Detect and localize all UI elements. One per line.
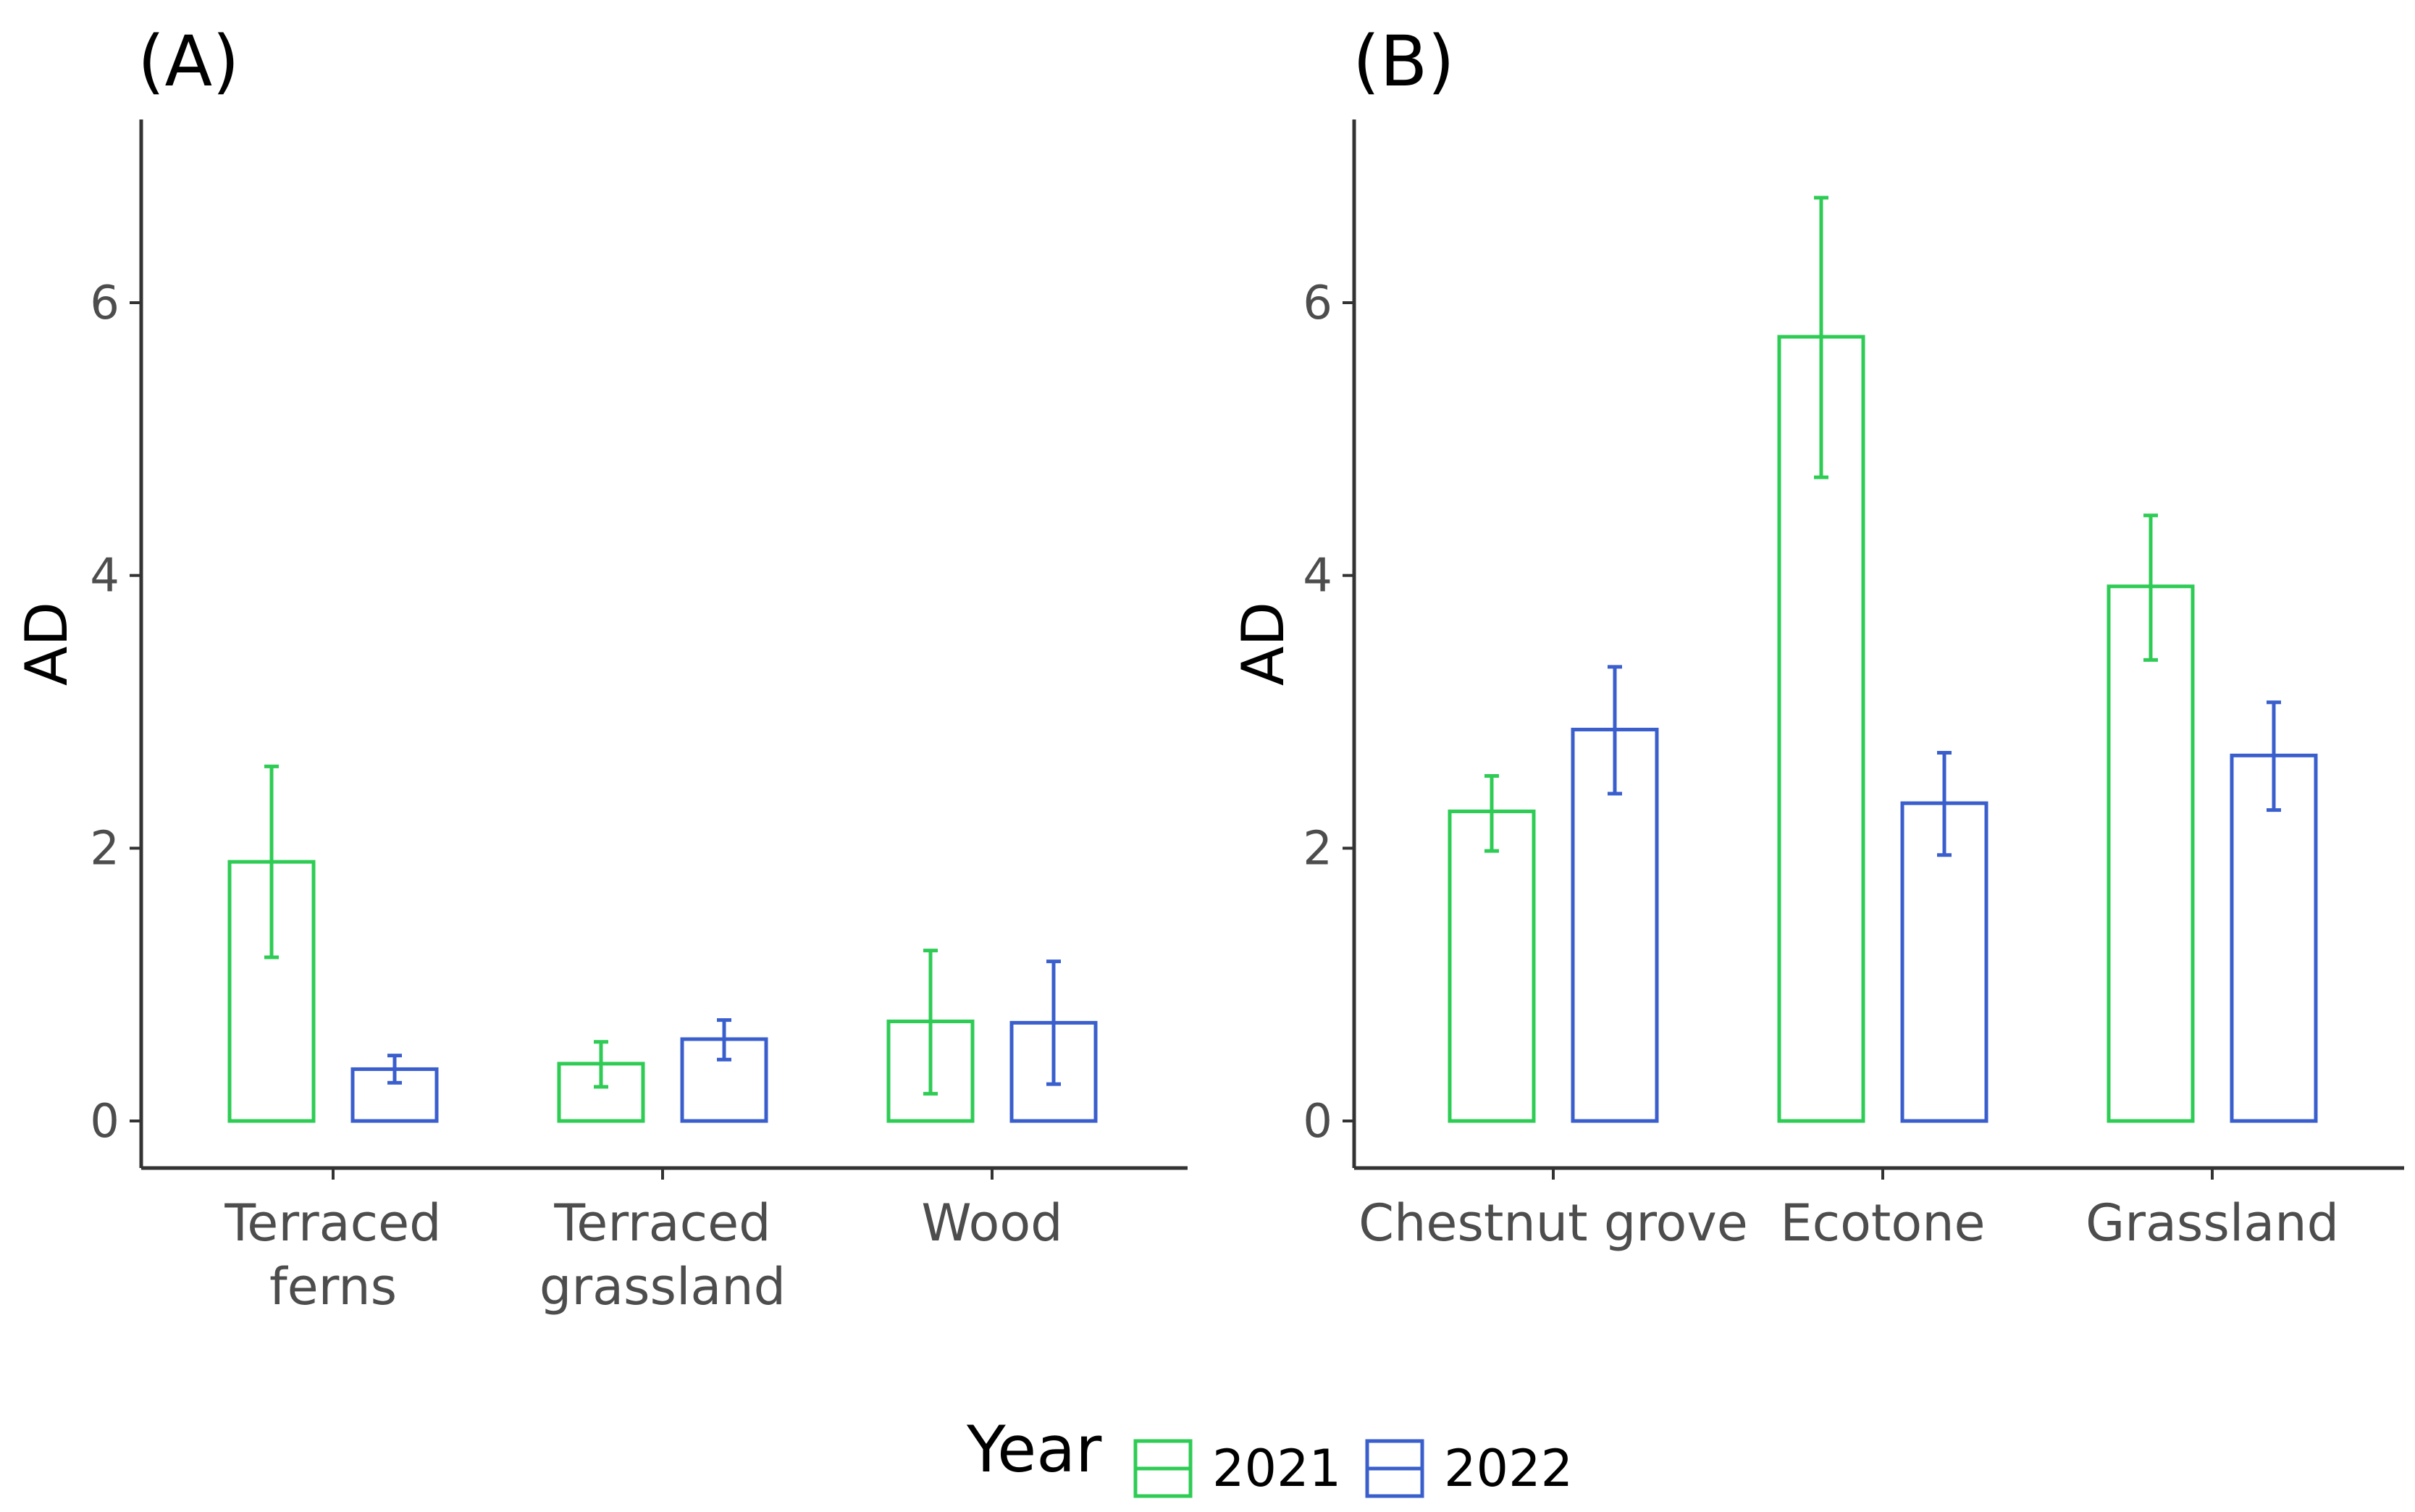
x-tick-label-line: Ecotone (1780, 1193, 1985, 1253)
x-tick-label: Chestnut grove (1358, 1193, 1748, 1253)
x-tick-label-line: Terraced (553, 1193, 770, 1253)
y-tick-label: 4 (90, 550, 119, 603)
bar-2021 (1448, 809, 1536, 1123)
y-tick-label: 0 (1303, 1095, 1332, 1148)
x-tick-label: Ecotone (1780, 1193, 1985, 1253)
y-tick-label: 6 (90, 277, 119, 330)
x-tick-label: Grassland (2086, 1193, 2339, 1253)
panel-label: (A) (138, 21, 240, 102)
y-tick-label: 2 (1303, 822, 1332, 875)
y-axis-label: AD (1230, 602, 1297, 686)
y-axis-label: AD (13, 602, 80, 686)
panel-label: (B) (1353, 21, 1455, 102)
y-tick-label: 4 (1303, 550, 1332, 603)
x-tick-label-line: Terraced (224, 1193, 441, 1253)
x-tick-label: Terraced grassland (539, 1193, 786, 1316)
x-tick-label-line: Grassland (2086, 1193, 2339, 1253)
legend-label-2022: 2022 (1444, 1439, 1573, 1498)
y-tick-label: 2 (90, 822, 119, 875)
x-tick-label-line: grassland (539, 1257, 786, 1316)
x-tick-label-line: Chestnut grove (1358, 1193, 1748, 1253)
x-tick-label-line: Wood (921, 1193, 1062, 1253)
x-tick-label: Wood (921, 1193, 1062, 1253)
y-tick-label: 0 (90, 1095, 119, 1148)
bar-2021 (2107, 584, 2195, 1123)
x-tick-label: Terraced ferns (224, 1193, 441, 1316)
y-tick-label: 6 (1303, 277, 1332, 330)
panel-b: (B) AD 0 2 4 6 Chestnut grove Ecotone Grassland (1230, 21, 2404, 1253)
legend-label-2021: 2021 (1212, 1439, 1341, 1498)
legend: Year 2021 2022 (966, 1412, 1573, 1498)
x-tick-label-line: ferns (269, 1257, 397, 1316)
legend-title: Year (966, 1412, 1102, 1487)
